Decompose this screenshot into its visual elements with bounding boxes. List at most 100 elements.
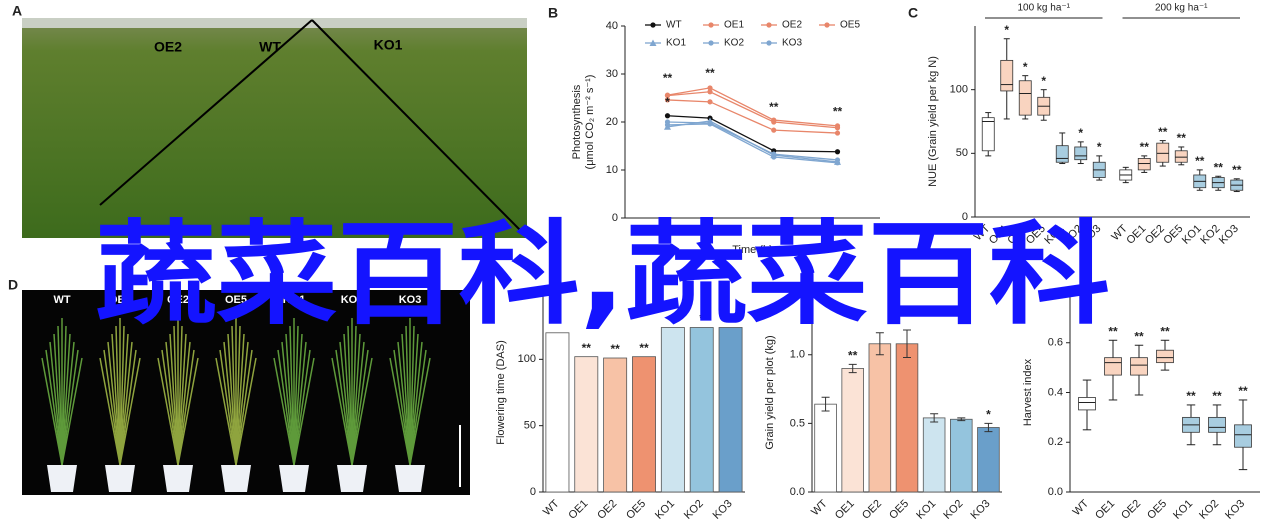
y-tick-label: 30: [606, 68, 618, 80]
marker: [650, 22, 656, 28]
plant-leaf: [293, 349, 311, 466]
legend-label: OE5: [840, 20, 860, 31]
plant-label: KO3: [399, 294, 422, 306]
y-axis-label: (μmol CO₂ m⁻² s⁻¹): [584, 75, 596, 170]
box: [1018, 80, 1032, 116]
y-tick-label: 0.4: [1048, 386, 1063, 398]
plant-leaf: [351, 349, 369, 466]
error-bar: [903, 329, 911, 359]
plant-leaf: [235, 341, 249, 466]
bar: [922, 417, 946, 493]
plant-leaf: [293, 333, 303, 466]
plant-leaf: [235, 333, 245, 466]
marker: [771, 119, 777, 125]
y-tick-label: 1.0: [790, 349, 805, 361]
watermark: 蔬菜百科,蔬菜百科: [95, 210, 1110, 340]
y-tick-label: 0.0: [790, 486, 805, 498]
legend-label: OE1: [724, 20, 744, 31]
x-axis-label: Time (h): [732, 244, 773, 256]
y-tick-label: 10: [606, 164, 618, 176]
bar: [977, 427, 1000, 493]
box: [1078, 397, 1096, 411]
x-tick-label: KO3: [969, 498, 993, 522]
y-axis-label: Grain yield per plot (kg): [764, 335, 776, 449]
plant-label: KO1: [283, 294, 306, 306]
significance: **: [1140, 140, 1150, 154]
x-tick-label: OE1: [566, 498, 590, 522]
plant-leaf: [277, 349, 295, 466]
marker: [707, 85, 713, 91]
significance: *: [728, 312, 733, 326]
y-tick-label: 0.0: [1048, 486, 1063, 498]
pot: [337, 465, 367, 492]
field-label: OE2: [154, 39, 182, 55]
plant-leaf: [103, 349, 121, 466]
plant-leaf: [61, 357, 83, 466]
y-axis-label: Harvest index: [1022, 358, 1034, 426]
annotation: **: [705, 66, 715, 80]
box: [1156, 349, 1174, 364]
plant-leaf: [61, 341, 75, 466]
marker: [824, 22, 830, 28]
significance: **: [1160, 324, 1170, 338]
significance: **: [1238, 384, 1248, 398]
box: [1137, 158, 1151, 171]
legend-label: WT: [666, 20, 682, 31]
y-tick-label: 100: [518, 353, 536, 365]
y-tick-label: 40: [606, 20, 618, 32]
box: [1000, 59, 1014, 92]
marker: [707, 99, 713, 105]
series-line: [667, 120, 838, 163]
y-tick-label: 0.6: [1048, 337, 1063, 349]
series-line: [667, 115, 838, 153]
plant-leaf: [219, 349, 237, 466]
panel-letter: C: [908, 5, 918, 21]
significance: *: [1023, 60, 1028, 74]
x-tick-label: OE2: [595, 498, 619, 522]
plant-leaf: [351, 341, 365, 466]
group-label: 200 kg ha⁻¹: [1155, 3, 1208, 14]
box: [1156, 142, 1170, 163]
error-bar: [957, 417, 966, 422]
y-tick-label: 0.2: [1048, 436, 1063, 448]
plant-leaf: [177, 341, 191, 466]
bar: [660, 327, 685, 493]
pot: [47, 465, 77, 492]
plant-leaf: [177, 357, 199, 466]
marker: [834, 149, 841, 155]
annotation: **: [663, 71, 673, 85]
plant-leaf: [215, 357, 237, 466]
plant-leaf: [409, 357, 431, 466]
x-tick-label: KO2: [1198, 223, 1222, 247]
x-tick-label: KO3: [1217, 223, 1241, 247]
annotation: **: [769, 100, 779, 114]
plant-label: OE1: [109, 294, 131, 306]
error-bar: [984, 422, 993, 433]
plant-leaf: [161, 349, 179, 466]
plant-leaf: [45, 349, 63, 466]
plant-leaf: [177, 349, 195, 466]
error-bar: [930, 413, 939, 423]
bar: [718, 327, 743, 493]
marker: [771, 127, 777, 133]
y-tick-label: 100: [950, 84, 968, 96]
marker: [664, 97, 671, 103]
marker: [664, 119, 671, 125]
box: [1130, 357, 1148, 376]
x-tick-label: KO1: [1180, 223, 1204, 247]
marker: [708, 40, 714, 46]
box: [1055, 145, 1069, 163]
y-tick-label: 0: [962, 211, 968, 223]
error-bar: [848, 363, 857, 374]
marker: [707, 120, 713, 126]
plant-leaf: [157, 357, 179, 466]
plant-leaf: [119, 341, 133, 466]
x-tick-label: KO1: [914, 498, 938, 522]
marker: [834, 157, 841, 163]
plant-leaf: [177, 333, 187, 466]
error-bar: [821, 396, 830, 412]
legend-label: OE2: [782, 20, 802, 31]
marker: [771, 151, 777, 157]
plant-label: OE2: [167, 294, 189, 306]
plant-leaf: [409, 341, 423, 466]
